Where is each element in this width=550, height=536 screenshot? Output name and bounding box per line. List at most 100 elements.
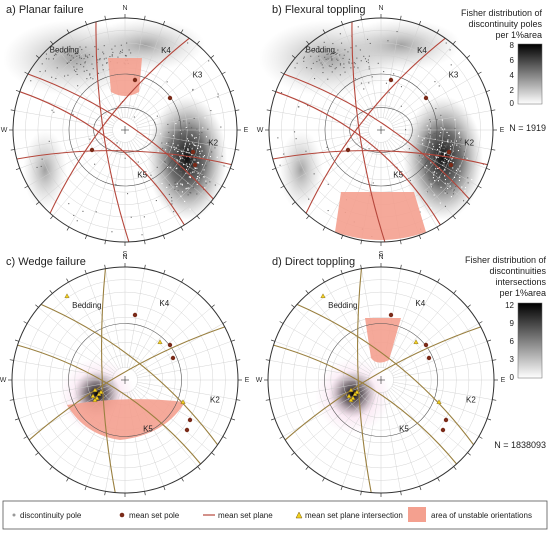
discontinuity-pole (446, 177, 448, 179)
discontinuity-pole (434, 171, 436, 173)
net-tick (49, 466, 53, 470)
discontinuity-pole (174, 181, 176, 183)
grid-spoke (283, 135, 371, 187)
discontinuity-pole (437, 184, 439, 186)
discontinuity-pole (220, 126, 222, 128)
discontinuity-pole (363, 88, 365, 90)
discontinuity-pole (191, 135, 193, 137)
stereonet-a: Bedding K4 K3 K2 K5 N E S W (1, 5, 249, 258)
discontinuity-pole (196, 183, 198, 185)
discontinuity-pole (188, 140, 190, 142)
discontinuity-pole (197, 140, 199, 142)
net-tick (452, 40, 456, 45)
discontinuity-pole (45, 58, 47, 60)
grid-spoke (27, 323, 115, 374)
discontinuity-pole (429, 141, 431, 143)
discontinuity-pole (446, 163, 448, 165)
discontinuity-pole (67, 74, 69, 76)
plane-label: K4 (161, 46, 171, 55)
plane-label: Bedding (72, 301, 101, 310)
net-tick (491, 149, 496, 151)
discontinuity-pole (68, 61, 70, 63)
mean-set-plane-intersection (413, 339, 419, 344)
discontinuity-pole (439, 135, 441, 137)
pole-density-west (279, 130, 323, 210)
discontinuity-pole (440, 145, 442, 147)
grid-spoke (386, 32, 438, 120)
panel-c-title: c) Wedge failure (6, 256, 86, 268)
discontinuity-pole (178, 161, 180, 163)
discontinuity-pole (176, 186, 178, 188)
discontinuity-pole (168, 184, 170, 186)
discontinuity-pole (433, 171, 435, 173)
discontinuity-pole (172, 143, 174, 145)
discontinuity-pole (194, 159, 196, 161)
discontinuity-pole (203, 175, 205, 177)
discontinuity-pole (192, 88, 194, 90)
discontinuity-pole (436, 172, 438, 174)
discontinuity-pole (435, 108, 437, 110)
discontinuity-pole (459, 136, 461, 138)
discontinuity-pole (92, 55, 94, 57)
discontinuity-pole (192, 187, 194, 189)
discontinuity-pole (111, 231, 113, 233)
discontinuity-pole (455, 169, 457, 171)
grid-spoke (361, 392, 380, 492)
discontinuity-pole (44, 70, 46, 72)
discontinuity-pole (221, 155, 223, 157)
discontinuity-pole (203, 169, 205, 171)
net-tick (467, 304, 471, 308)
discontinuity-pole (460, 140, 462, 142)
discontinuity-pole (400, 105, 402, 107)
discontinuity-pole (203, 155, 205, 157)
discontinuity-pole (447, 141, 449, 143)
discontinuity-pole (463, 156, 465, 158)
discontinuity-pole (368, 66, 370, 68)
discontinuity-pole (181, 157, 183, 159)
discontinuity-pole (343, 54, 345, 56)
discontinuity-pole (166, 186, 168, 188)
discontinuity-pole (137, 161, 139, 163)
net-tick (104, 264, 106, 269)
discontinuity-pole (418, 135, 420, 137)
discontinuity-pole (214, 184, 216, 186)
discontinuity-pole (121, 51, 123, 53)
net-tick (35, 201, 40, 205)
net-tick (196, 215, 200, 220)
discontinuity-pole (438, 171, 440, 173)
discontinuity-pole (452, 162, 454, 164)
discontinuity-pole (438, 139, 440, 141)
friction-circle (324, 323, 438, 437)
discontinuity-pole (450, 145, 452, 147)
discontinuity-pole (353, 66, 355, 68)
mean-set-plane (305, 37, 446, 214)
discontinuity-pole (444, 128, 446, 130)
discontinuity-pole (377, 62, 379, 64)
discontinuity-pole (443, 148, 445, 150)
discontinuity-pole (189, 208, 191, 210)
discontinuity-pole (171, 203, 173, 205)
discontinuity-pole (182, 158, 184, 160)
mean-set-plane-intersection (64, 293, 70, 298)
mean-set-plane-intersection (90, 393, 96, 398)
discontinuity-pole (430, 183, 432, 185)
discontinuity-pole (440, 114, 442, 116)
discontinuity-pole (127, 193, 129, 195)
discontinuity-pole (173, 162, 175, 164)
discontinuity-pole (124, 54, 126, 56)
grid-spoke (130, 32, 182, 120)
mean-set-plane-intersection (92, 387, 98, 392)
discontinuity-pole (466, 157, 468, 159)
discontinuity-pole (457, 151, 459, 153)
discontinuity-pole (190, 146, 192, 148)
colorbar-poles-gradient (517, 43, 543, 105)
discontinuity-pole (452, 150, 454, 152)
discontinuity-pole (91, 63, 93, 65)
discontinuity-pole (39, 71, 41, 73)
grid-spoke (13, 381, 113, 400)
discontinuity-pole (440, 131, 442, 133)
discontinuity-pole (432, 177, 434, 179)
discontinuity-pole (51, 109, 53, 111)
mean-set-pole (388, 77, 394, 83)
mean-set-pole (423, 342, 429, 348)
